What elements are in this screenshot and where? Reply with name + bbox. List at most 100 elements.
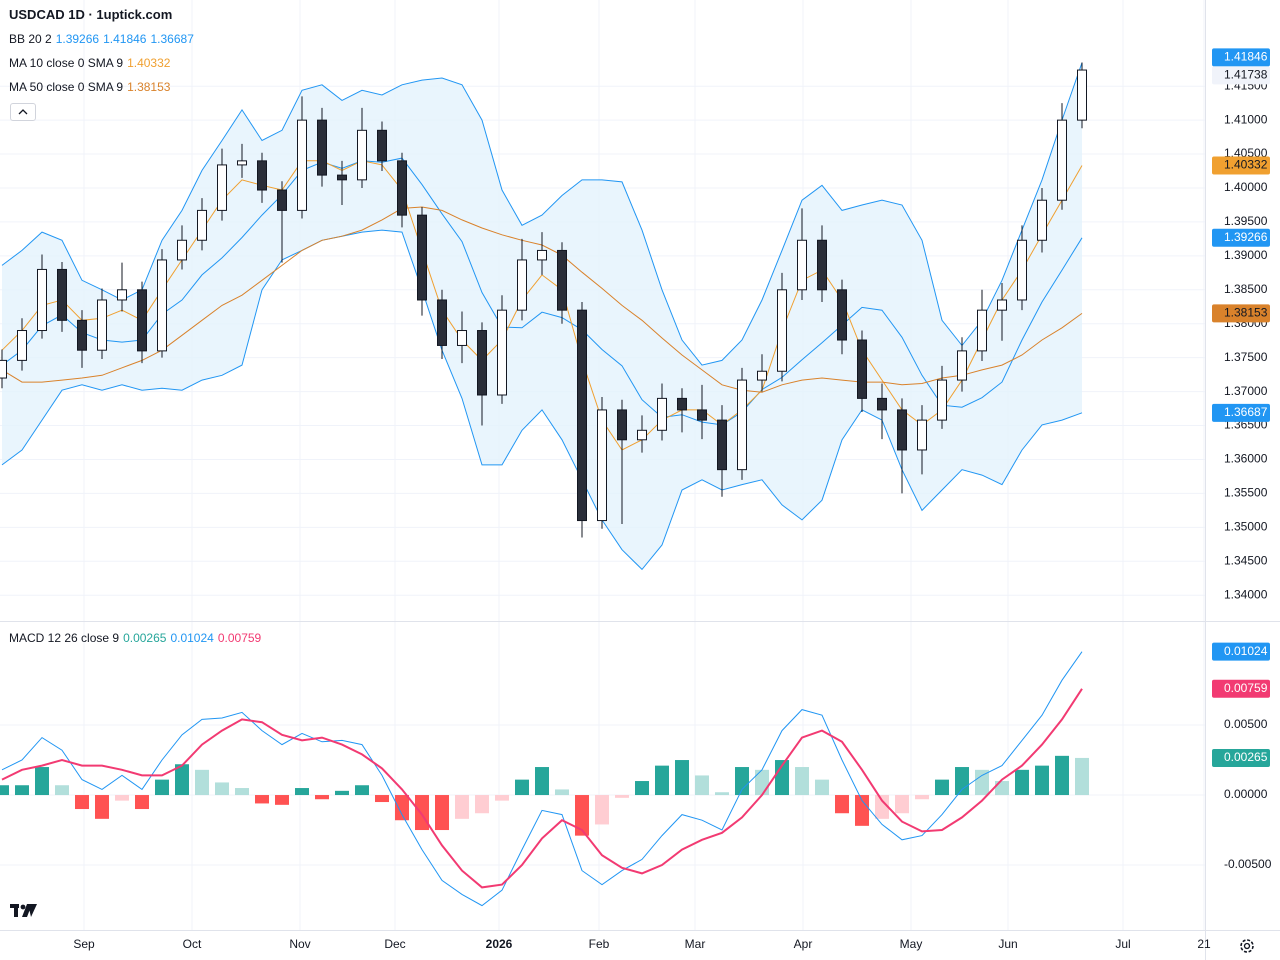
- histogram-bar: [0, 785, 9, 796]
- histogram-bar: [55, 785, 69, 796]
- x-tick-label: 21: [1197, 937, 1211, 951]
- histogram-bar: [815, 779, 829, 796]
- price-badge-label: 1.38153: [1224, 306, 1268, 320]
- candle-body: [357, 129, 367, 181]
- candle-body: [397, 160, 407, 216]
- histogram-bar: [235, 788, 249, 796]
- candle-body: [277, 189, 287, 211]
- candle-body: [317, 119, 327, 176]
- histogram-bar: [215, 782, 229, 796]
- legend-value: 1.39266: [55, 32, 100, 46]
- histogram-bar: [715, 792, 729, 796]
- price-badge: [1212, 642, 1270, 661]
- legend-value: 0.00265: [123, 631, 167, 645]
- price-badge-label: 1.39266: [1224, 230, 1268, 244]
- histogram-bar: [755, 769, 769, 796]
- histogram-bar: [455, 795, 469, 819]
- candle-body: [17, 330, 27, 361]
- candle-body: [737, 379, 747, 471]
- candle-body: [757, 370, 767, 381]
- candle-body: [437, 299, 447, 346]
- candle-body: [537, 249, 547, 261]
- candle-body: [1057, 119, 1067, 201]
- candle-body: [597, 409, 607, 522]
- price-badge: [1212, 66, 1270, 85]
- histogram-bar: [475, 795, 489, 814]
- x-tick-label: Jun: [998, 937, 1017, 951]
- tv-logo[interactable]: [10, 904, 37, 917]
- candle-body: [37, 268, 47, 332]
- candle-body: [837, 289, 847, 341]
- price-badge: [1212, 403, 1270, 422]
- y-tick-label: 1.41000: [1224, 112, 1268, 126]
- y-tick-label: 0.00000: [1224, 787, 1268, 801]
- candle-body: [557, 249, 567, 311]
- histogram-bar: [155, 779, 169, 796]
- x-tick-label: Feb: [589, 937, 610, 951]
- price-badge: [1212, 228, 1270, 247]
- candle-body: [817, 239, 827, 291]
- candle-body: [257, 160, 267, 191]
- price-badge: [1212, 304, 1270, 323]
- candle-body: [97, 299, 107, 351]
- candle-body: [177, 239, 187, 261]
- histogram-bar: [615, 795, 629, 798]
- histogram-bar: [75, 795, 89, 810]
- histogram-bar: [435, 795, 449, 831]
- histogram-bar: [895, 795, 909, 814]
- histogram-bar: [915, 795, 929, 800]
- histogram-bar: [855, 795, 869, 826]
- y-tick-label: -0.00500: [1224, 857, 1272, 871]
- y-tick-label: 1.39000: [1224, 248, 1268, 262]
- price-badge-label: 1.40332: [1224, 158, 1268, 172]
- y-tick-label: 1.40000: [1224, 180, 1268, 194]
- chart-title: USDCAD 1D · 1uptick.com: [9, 7, 173, 22]
- candle-body: [137, 289, 147, 352]
- y-tick-label: 1.39500: [1224, 214, 1268, 228]
- legend-label: BB 20 2: [9, 32, 52, 46]
- histogram-bar: [415, 795, 429, 831]
- histogram-bar: [775, 760, 789, 796]
- histogram-bar: [135, 795, 149, 810]
- histogram-bar: [295, 788, 309, 796]
- histogram-bar: [1015, 769, 1029, 796]
- price-badge-label: 0.00759: [1224, 681, 1268, 695]
- price-badge-label: 1.41846: [1224, 50, 1268, 64]
- collapse-button[interactable]: [10, 103, 36, 121]
- candle-body: [657, 397, 667, 431]
- candle-body: [517, 259, 527, 311]
- candle-body: [457, 330, 467, 346]
- candle-body: [337, 174, 347, 181]
- x-tick-label: Nov: [289, 937, 310, 951]
- band-fill: [2, 62, 1082, 570]
- y-tick-label: 1.37000: [1224, 384, 1268, 398]
- histogram-bar: [795, 767, 809, 796]
- candle-body: [857, 339, 867, 399]
- y-tick-label: 1.34000: [1224, 587, 1268, 601]
- x-tick-label: Dec: [384, 937, 405, 951]
- histogram-bar: [515, 779, 529, 796]
- indicator-line: [1, 62, 1083, 366]
- indicator-line: [1, 688, 1083, 889]
- candle-body: [157, 259, 167, 352]
- x-tick-label: Apr: [794, 937, 813, 951]
- histogram-bar: [15, 785, 29, 796]
- indicator-line: [1, 157, 1083, 426]
- histogram-bar: [275, 795, 289, 805]
- candle-body: [917, 419, 927, 451]
- price-badge: [1212, 156, 1270, 175]
- legend-row: MA 50 close 0 SMA 9 1.38153: [9, 79, 174, 95]
- settings-icon[interactable]: [1240, 939, 1254, 953]
- y-tick-label: 1.34500: [1224, 553, 1268, 567]
- candle-body: [977, 309, 987, 352]
- legend-row: BB 20 2 1.39266 1.41846 1.36687: [9, 31, 198, 47]
- candle-body: [297, 119, 307, 211]
- y-tick-label: 1.35500: [1224, 486, 1268, 500]
- histogram-bar: [655, 765, 669, 796]
- histogram-bar: [635, 781, 649, 796]
- histogram-bar: [1075, 757, 1089, 796]
- candle-body: [1077, 69, 1087, 121]
- histogram-bar: [675, 760, 689, 796]
